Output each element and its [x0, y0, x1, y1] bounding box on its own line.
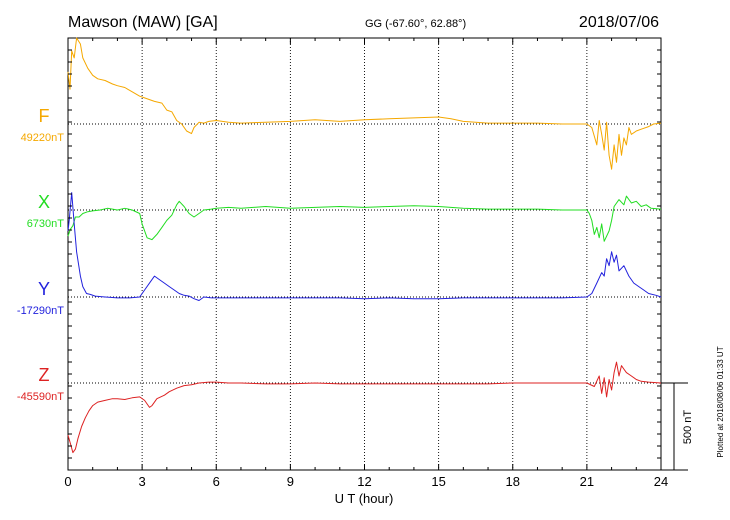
geographic-coordinates: GG (-67.60°, 62.88°)	[365, 18, 466, 30]
station-title: Mawson (MAW) [GA]	[68, 14, 218, 31]
x-tick-label-0: 0	[64, 474, 71, 489]
x-tick-label-21: 21	[580, 474, 594, 489]
baseline-value-x: 6730nT	[27, 218, 65, 230]
trace-f	[67, 37, 662, 170]
x-tick-label-18: 18	[506, 474, 520, 489]
x-tick-label-15: 15	[431, 474, 445, 489]
scale-bar-label: 500 nT	[682, 410, 694, 445]
component-label-z: Z	[39, 365, 50, 385]
x-tick-label-9: 9	[287, 474, 294, 489]
baseline-value-y: -17290nT	[17, 305, 64, 317]
x-axis-ticks: 0 3 6 9 12 15 18 21 24	[64, 38, 668, 489]
component-labels: F 49220nT X 6730nT Y -17290nT Z -45590nT	[17, 106, 64, 403]
x-tick-label-24: 24	[654, 474, 668, 489]
date-label: 2018/07/06	[579, 14, 659, 31]
vertical-grid	[141, 38, 588, 470]
x-tick-label-3: 3	[139, 474, 146, 489]
plot-area: 0 3 6 9 12 15 18 21 24	[64, 37, 668, 489]
component-label-f: F	[39, 106, 50, 126]
baseline-value-z: -45590nT	[17, 391, 64, 403]
trace-y	[67, 192, 662, 301]
component-traces	[67, 37, 662, 454]
scale-bar: 500 nT	[661, 382, 694, 471]
component-label-x: X	[38, 192, 50, 212]
component-label-y: Y	[38, 279, 50, 299]
x-tick-label-6: 6	[213, 474, 220, 489]
trace-x	[67, 195, 662, 242]
plotted-timestamp: Plotted at 2018/08/06 01:33 UT	[716, 346, 725, 457]
baseline-value-f: 49220nT	[21, 132, 65, 144]
x-tick-label-12: 12	[357, 474, 371, 489]
trace-z	[67, 361, 662, 454]
x-axis-label: U T (hour)	[335, 491, 394, 506]
